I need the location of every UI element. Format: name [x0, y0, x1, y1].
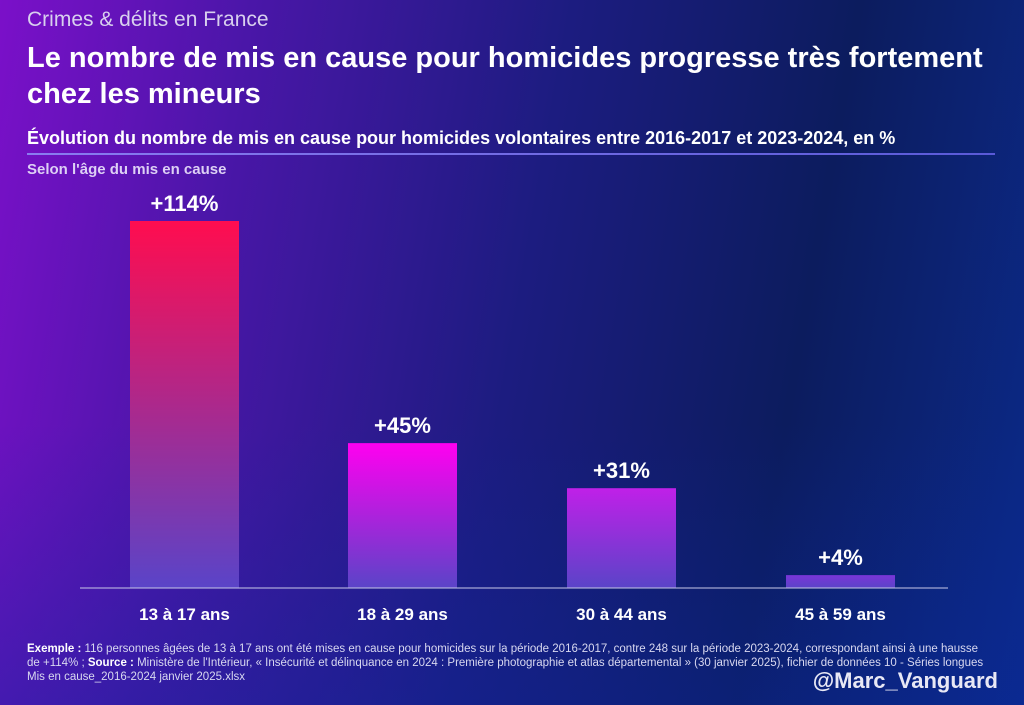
- bar-4: [786, 575, 895, 588]
- chart-title: Évolution du nombre de mis en cause pour…: [27, 128, 896, 148]
- source-text: Ministère de l'Intérieur, « Insécurité e…: [27, 657, 984, 683]
- kicker: Crimes & délits en France: [27, 8, 269, 31]
- category-label: 45 à 59 ans: [795, 605, 886, 624]
- footnote: Exemple : 116 personnes âgées de 13 à 17…: [27, 642, 987, 684]
- author-handle: @Marc_Vanguard: [812, 668, 998, 693]
- data-label: +45%: [374, 413, 431, 438]
- chart-subtitle: Selon l'âge du mis en cause: [27, 161, 227, 178]
- example-text: 116 personnes âgées de 13 à 17 ans ont é…: [27, 643, 979, 669]
- bar-2: [348, 443, 457, 588]
- example-label: Exemple :: [27, 643, 82, 655]
- category-label: 30 à 44 ans: [576, 605, 667, 624]
- category-label: 13 à 17 ans: [139, 605, 230, 624]
- source-label: Source :: [87, 657, 134, 669]
- data-label: +31%: [593, 458, 650, 483]
- bar-1: [130, 221, 239, 588]
- data-label: +4%: [818, 545, 863, 570]
- page-title: Le nombre de mis en cause pour homicides…: [27, 42, 983, 110]
- category-label: 18 à 29 ans: [357, 605, 448, 624]
- title-underline: [27, 153, 995, 155]
- data-label: +114%: [151, 191, 219, 216]
- bar-3: [567, 488, 676, 588]
